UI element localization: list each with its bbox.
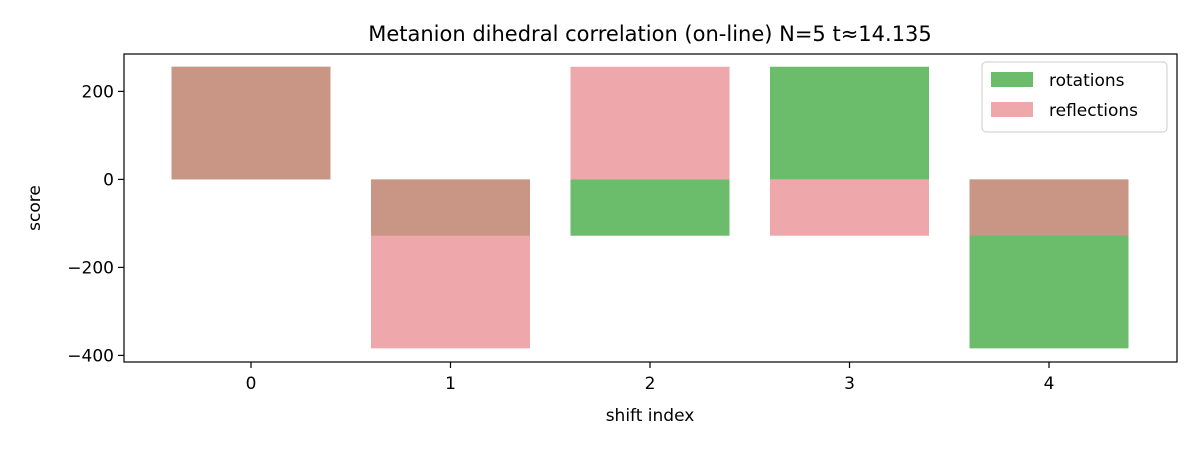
legend-swatch-rotations (991, 72, 1033, 87)
bar-reflections-4 (969, 179, 1129, 236)
chart-title: Metanion dihedral correlation (on-line) … (368, 22, 932, 46)
x-tick-label: 0 (246, 374, 257, 394)
bar-reflections-0 (171, 66, 331, 180)
legend-swatch-reflections (991, 102, 1033, 117)
x-tick-label: 2 (645, 374, 656, 394)
bars-layer (171, 66, 1129, 349)
axes-layer: 200 0 −200 −400 0 1 2 3 4 (67, 53, 1178, 394)
bar-reflections-2 (570, 66, 730, 180)
x-tick-label: 1 (445, 374, 456, 394)
legend-label-rotations: rotations (1049, 71, 1125, 91)
bar-reflections-1 (371, 179, 530, 349)
bar-rotations-2 (570, 179, 730, 236)
legend-label-reflections: reflections (1049, 101, 1138, 121)
bar-rotations-3 (770, 66, 929, 180)
x-tick-label: 3 (844, 374, 855, 394)
y-tick-label: −200 (67, 258, 114, 278)
legend: rotations reflections (981, 61, 1168, 133)
x-tick-label: 4 (1044, 374, 1055, 394)
y-axis-label: score (25, 185, 45, 231)
x-axis-label: shift index (606, 406, 695, 426)
y-tick-label: 0 (103, 170, 114, 190)
bar-reflections-3 (770, 179, 929, 236)
y-tick-label: −400 (67, 346, 114, 366)
y-tick-label: 200 (82, 82, 114, 102)
